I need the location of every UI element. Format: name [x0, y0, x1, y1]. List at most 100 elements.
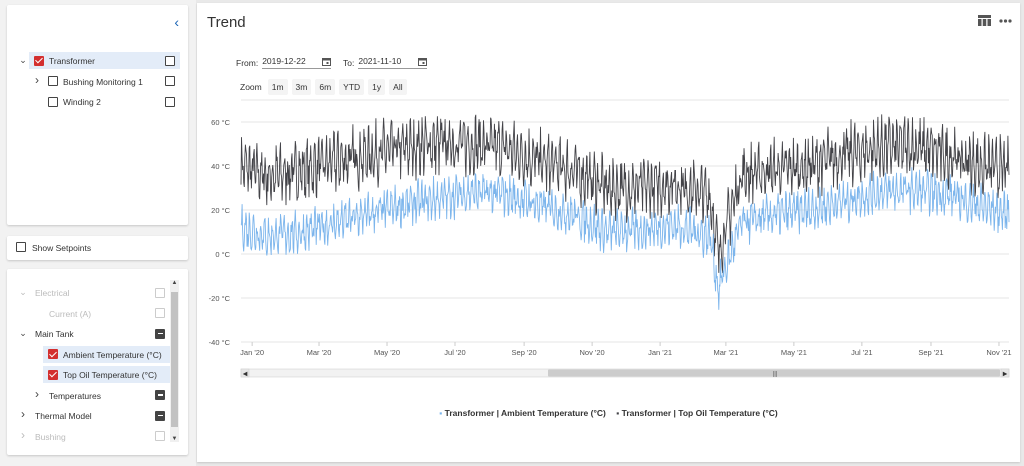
x-tick-label: Sep '20	[512, 348, 537, 357]
x-tick-label: Nov '21	[986, 348, 1011, 357]
x-tick-label: Mar '21	[713, 348, 738, 357]
item-select-checkbox[interactable]	[155, 431, 165, 441]
scrollbar-thumb[interactable]	[171, 292, 178, 427]
show-setpoints-label: Show Setpoints	[32, 243, 92, 253]
scroll-up-icon[interactable]: ▲	[171, 280, 178, 286]
scroll-down-icon[interactable]: ▼	[171, 436, 178, 442]
to-label: To:	[343, 57, 355, 68]
navigator-left-button[interactable]	[240, 368, 250, 378]
trend-chart[interactable]: 60 °C 40 °C 20 °C 0 °C -20 °C -40 °C Jan '20 Ma…	[197, 3, 1020, 403]
item-select-checkbox[interactable]	[155, 308, 165, 318]
tree-item-label: Winding 2	[63, 97, 101, 107]
measurement-item[interactable]: Top Oil Temperature (°C)	[43, 366, 170, 383]
top-oil-temperature-series[interactable]	[240, 114, 1010, 274]
chevron-down-icon[interactable]: ⌄	[19, 287, 27, 297]
item-select-checkbox[interactable]	[155, 410, 165, 421]
measurement-item[interactable]: ⌄ Main Tank	[19, 325, 170, 342]
y-tick-label: 40 °C	[211, 162, 230, 171]
measurement-item[interactable]: ⌄ Electrical	[19, 284, 170, 301]
item-select-checkbox[interactable]	[155, 390, 165, 400]
measurement-item-label: Bushing	[35, 431, 66, 442]
zoom-6m-button[interactable]: 6m	[315, 79, 336, 95]
chevron-right-icon[interactable]: ›	[21, 407, 25, 421]
item-checkbox[interactable]	[48, 96, 58, 107]
legend-item-top-oil[interactable]: ▪ Transformer | Top Oil Temperature (°C)	[616, 408, 778, 418]
measurement-item[interactable]: › Temperatures	[35, 387, 170, 404]
chevron-down-icon[interactable]: ⌄	[19, 328, 27, 338]
tree-item[interactable]: ⌄ Transformer	[19, 52, 180, 69]
measurement-item[interactable]: Current (A)	[43, 305, 170, 322]
measurement-item-label: Current (A)	[49, 308, 92, 319]
chevron-down-icon[interactable]: ⌄	[19, 55, 27, 65]
x-tick-label: Sep '21	[918, 348, 943, 357]
tree-item[interactable]: › Bushing Monitoring 1	[35, 73, 180, 90]
zoom-3m-button[interactable]: 3m	[291, 79, 312, 95]
from-date-value[interactable]: 2019-12-22	[262, 56, 306, 66]
legend-item-ambient[interactable]: ▪ Transformer | Ambient Temperature (°C)	[439, 408, 606, 418]
legend-label-top-oil: Transformer | Top Oil Temperature (°C)	[621, 408, 778, 418]
measurement-item-label: Main Tank	[35, 329, 74, 339]
zoom-1m-button[interactable]: 1m	[267, 79, 288, 95]
x-tick-label: Jan '21	[648, 348, 672, 357]
measurement-item[interactable]: › Thermal Model	[21, 407, 170, 424]
measurement-item[interactable]: Ambient Temperature (°C)	[43, 345, 170, 363]
y-tick-label: -20 °C	[209, 294, 231, 303]
navigator-right-arrow-icon: ▶	[1003, 372, 1008, 378]
measurement-item-label: Thermal Model	[35, 411, 92, 421]
measurement-scrollbar[interactable]: ▲ ▼	[170, 280, 179, 442]
item-select-checkbox[interactable]	[165, 55, 175, 66]
navigator-right-button[interactable]	[1000, 368, 1010, 378]
item-select-checkbox[interactable]	[165, 96, 175, 107]
item-select-checkbox[interactable]	[155, 287, 165, 298]
measurement-item-label: Top Oil Temperature (°C)	[63, 370, 157, 380]
y-tick-label: 20 °C	[211, 206, 230, 215]
calendar-icon[interactable]	[322, 57, 332, 66]
tree-item-label: Bushing Monitoring 1	[63, 76, 143, 87]
tree-item-label: Transformer	[49, 56, 95, 66]
zoom-ytd-button[interactable]: YTD	[339, 79, 365, 95]
trend-panel: Trend From: 2019-12-22 To: 2021-11-10	[197, 3, 1020, 462]
from-date-field[interactable]: 2019-12-22	[262, 56, 332, 69]
collapse-sidebar-icon[interactable]: ‹	[174, 14, 179, 30]
navigator-scrollbar-thumb[interactable]	[548, 369, 1000, 377]
left-sidebar: ‹ ⌄ Transformer › Bushing Monitoring 1 Windi…	[0, 0, 196, 466]
chevron-right-icon[interactable]: ›	[21, 427, 25, 442]
item-checkbox[interactable]	[48, 349, 58, 359]
chevron-right-icon[interactable]: ›	[35, 72, 39, 87]
item-checkbox[interactable]	[48, 76, 58, 86]
zoom-bar: Zoom 1m 3m 6m YTD 1y All	[240, 79, 407, 95]
zoom-all-button[interactable]: All	[389, 79, 407, 95]
measurement-tree-panel: ⌄ Electrical Current (A) ⌄ Main Tank Ambient …	[7, 269, 188, 455]
y-tick-label: -40 °C	[209, 338, 231, 347]
zoom-label: Zoom	[240, 82, 262, 92]
x-tick-label: Jan '20	[240, 348, 264, 357]
top-oil-marker-icon: ▪	[616, 408, 620, 418]
ambient-temperature-series[interactable]	[240, 167, 1010, 310]
x-tick-label: Nov '20	[580, 348, 605, 357]
x-tick-label: Jul '21	[851, 348, 872, 357]
navigator-left-arrow-icon: ◀	[243, 372, 248, 378]
chevron-right-icon[interactable]: ›	[35, 386, 39, 401]
x-tick-label: May '20	[374, 348, 400, 357]
asset-tree-panel: ‹ ⌄ Transformer › Bushing Monitoring 1 Windi…	[7, 5, 188, 225]
item-checkbox[interactable]	[34, 55, 44, 66]
measurement-item-label: Electrical	[35, 288, 70, 298]
tree-item[interactable]: Winding 2	[43, 93, 180, 110]
calendar-icon[interactable]	[418, 57, 428, 66]
x-tick-label: May '21	[781, 348, 807, 357]
from-label: From:	[236, 57, 259, 68]
item-select-checkbox[interactable]	[165, 76, 175, 86]
x-tick-label: Jul '20	[444, 348, 465, 357]
item-select-checkbox[interactable]	[155, 328, 165, 339]
show-setpoints-checkbox[interactable]	[16, 242, 26, 252]
item-checkbox[interactable]	[48, 369, 58, 380]
zoom-1y-button[interactable]: 1y	[368, 79, 386, 95]
y-tick-label: 60 °C	[211, 118, 230, 127]
setpoints-panel: Show Setpoints	[7, 236, 188, 260]
table-view-icon[interactable]	[978, 15, 991, 26]
ambient-marker-icon: ▪	[439, 408, 443, 418]
measurement-item[interactable]: › Bushing	[21, 428, 170, 445]
more-options-icon[interactable]	[999, 18, 1012, 23]
to-date-value[interactable]: 2021-11-10	[358, 56, 402, 66]
to-date-field[interactable]: 2021-11-10	[358, 56, 428, 69]
